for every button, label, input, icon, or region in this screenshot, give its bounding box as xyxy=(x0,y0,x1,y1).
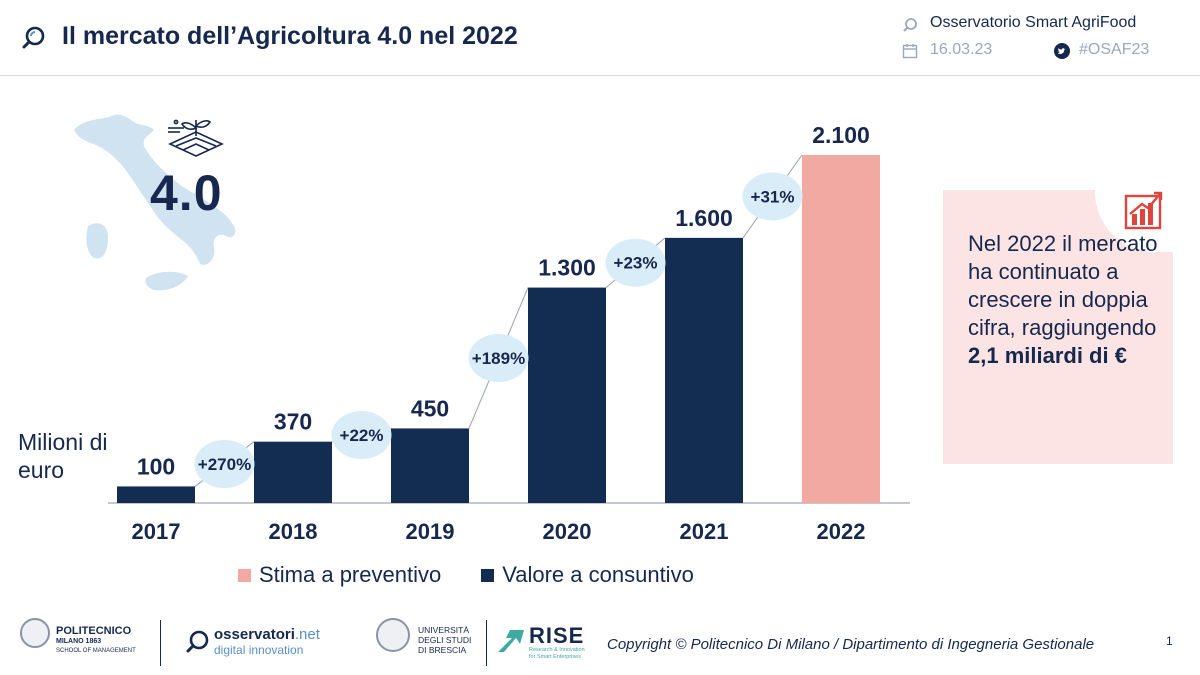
callout-box xyxy=(943,190,1173,464)
rise-subtitle: Research & Innovation for Smart Enterpri… xyxy=(529,647,585,660)
magnifier-logo-icon xyxy=(22,26,45,49)
italy-map-illustration xyxy=(74,114,236,291)
twitter-icon xyxy=(1054,43,1070,59)
rise-logo-icon xyxy=(498,630,524,652)
bar-2017 xyxy=(117,486,195,503)
bar-2018 xyxy=(254,441,332,503)
legend-swatch-consuntivo xyxy=(481,568,495,582)
value-label-2017: 100 xyxy=(137,453,175,479)
bar-2019 xyxy=(391,428,469,503)
callout-body: Nel 2022 il mercato ha continuato a cres… xyxy=(968,231,1158,340)
rise-name: RISE xyxy=(529,623,585,648)
growth-chart-icon xyxy=(1124,191,1163,230)
page-number: 1 xyxy=(1166,634,1173,648)
value-label-2021: 1.600 xyxy=(675,205,733,231)
polimi-seal-icon xyxy=(20,618,50,648)
footer-divider xyxy=(160,620,161,666)
page-title: Il mercato dell’Agricoltura 4.0 nel 2022 xyxy=(62,22,518,50)
growth-label: +189% xyxy=(472,349,525,368)
category-label-2021: 2021 xyxy=(680,519,729,544)
value-label-2019: 450 xyxy=(411,395,449,421)
unibs-seal-icon xyxy=(376,618,410,652)
polimi-name: POLITECNICO xyxy=(56,625,132,637)
polimi-subtitle: MILANO 1863 xyxy=(56,638,102,645)
growth-bubble xyxy=(742,172,803,221)
event-hashtag: #OSAF23 xyxy=(1079,41,1150,58)
header: Il mercato dell’Agricoltura 4.0 nel 2022… xyxy=(0,0,1200,76)
category-label-2018: 2018 xyxy=(269,519,318,544)
growth-bubble xyxy=(468,334,529,382)
agriculture-4-0-badge: 4.0 xyxy=(150,165,223,221)
polimi-school: SCHOOL OF MANAGEMENT xyxy=(56,648,136,654)
category-label-2020: 2020 xyxy=(543,519,592,544)
growth-bubble xyxy=(605,238,666,287)
event-date: 16.03.23 xyxy=(930,41,993,58)
value-label-2018: 370 xyxy=(274,409,312,435)
bar-2022 xyxy=(802,155,880,503)
copyright-notice: Copyright © Politecnico Di Milano / Dipa… xyxy=(607,636,1095,653)
bar-2020 xyxy=(528,287,606,503)
smart-farm-icon xyxy=(168,119,224,157)
footer-divider-2 xyxy=(486,620,487,666)
observatory-name: Osservatorio Smart AgriFood xyxy=(930,14,1137,31)
footer: POLITECNICO MILANO 1863 SCHOOL OF MANAGE… xyxy=(0,610,1200,675)
legend-item-consuntivo: Valore a consuntivo xyxy=(481,562,694,588)
chart-legend: Stima a preventivo Valore a consuntivo xyxy=(238,562,734,588)
growth-label: +22% xyxy=(340,426,384,445)
growth-label: +23% xyxy=(614,254,658,273)
category-label-2022: 2022 xyxy=(817,519,866,544)
legend-swatch-preventivo xyxy=(238,568,251,582)
growth-bubble xyxy=(194,440,255,489)
legend-item-preventivo: Stima a preventivo xyxy=(238,562,441,588)
growth-label: +270% xyxy=(198,455,251,474)
value-label-2020: 1.300 xyxy=(538,255,596,281)
callout-highlight: 2,1 miliardi di € xyxy=(968,343,1127,368)
growth-bubble xyxy=(331,411,392,460)
value-label-2022: 2.100 xyxy=(812,122,870,148)
category-label-2017: 2017 xyxy=(132,519,181,544)
legend-label-consuntivo: Valore a consuntivo xyxy=(502,562,694,587)
legend-label-preventivo: Stima a preventivo xyxy=(259,562,442,587)
callout-text: Nel 2022 il mercato ha continuato a cres… xyxy=(968,230,1168,370)
category-label-2019: 2019 xyxy=(406,519,455,544)
magnifier-icon xyxy=(903,18,917,32)
osservatori-subtitle: digital innovation xyxy=(214,643,304,657)
osservatori-name: osservatori.net xyxy=(214,626,320,643)
calendar-icon xyxy=(902,44,918,59)
osservatori-logo-icon xyxy=(186,630,209,653)
growth-label: +31% xyxy=(751,187,795,206)
y-axis-label: Milioni di euro xyxy=(18,429,108,483)
bar-2021 xyxy=(665,237,743,503)
unibs-name: UNIVERSITÀ DEGLI STUDI DI BRESCIA xyxy=(418,625,472,655)
